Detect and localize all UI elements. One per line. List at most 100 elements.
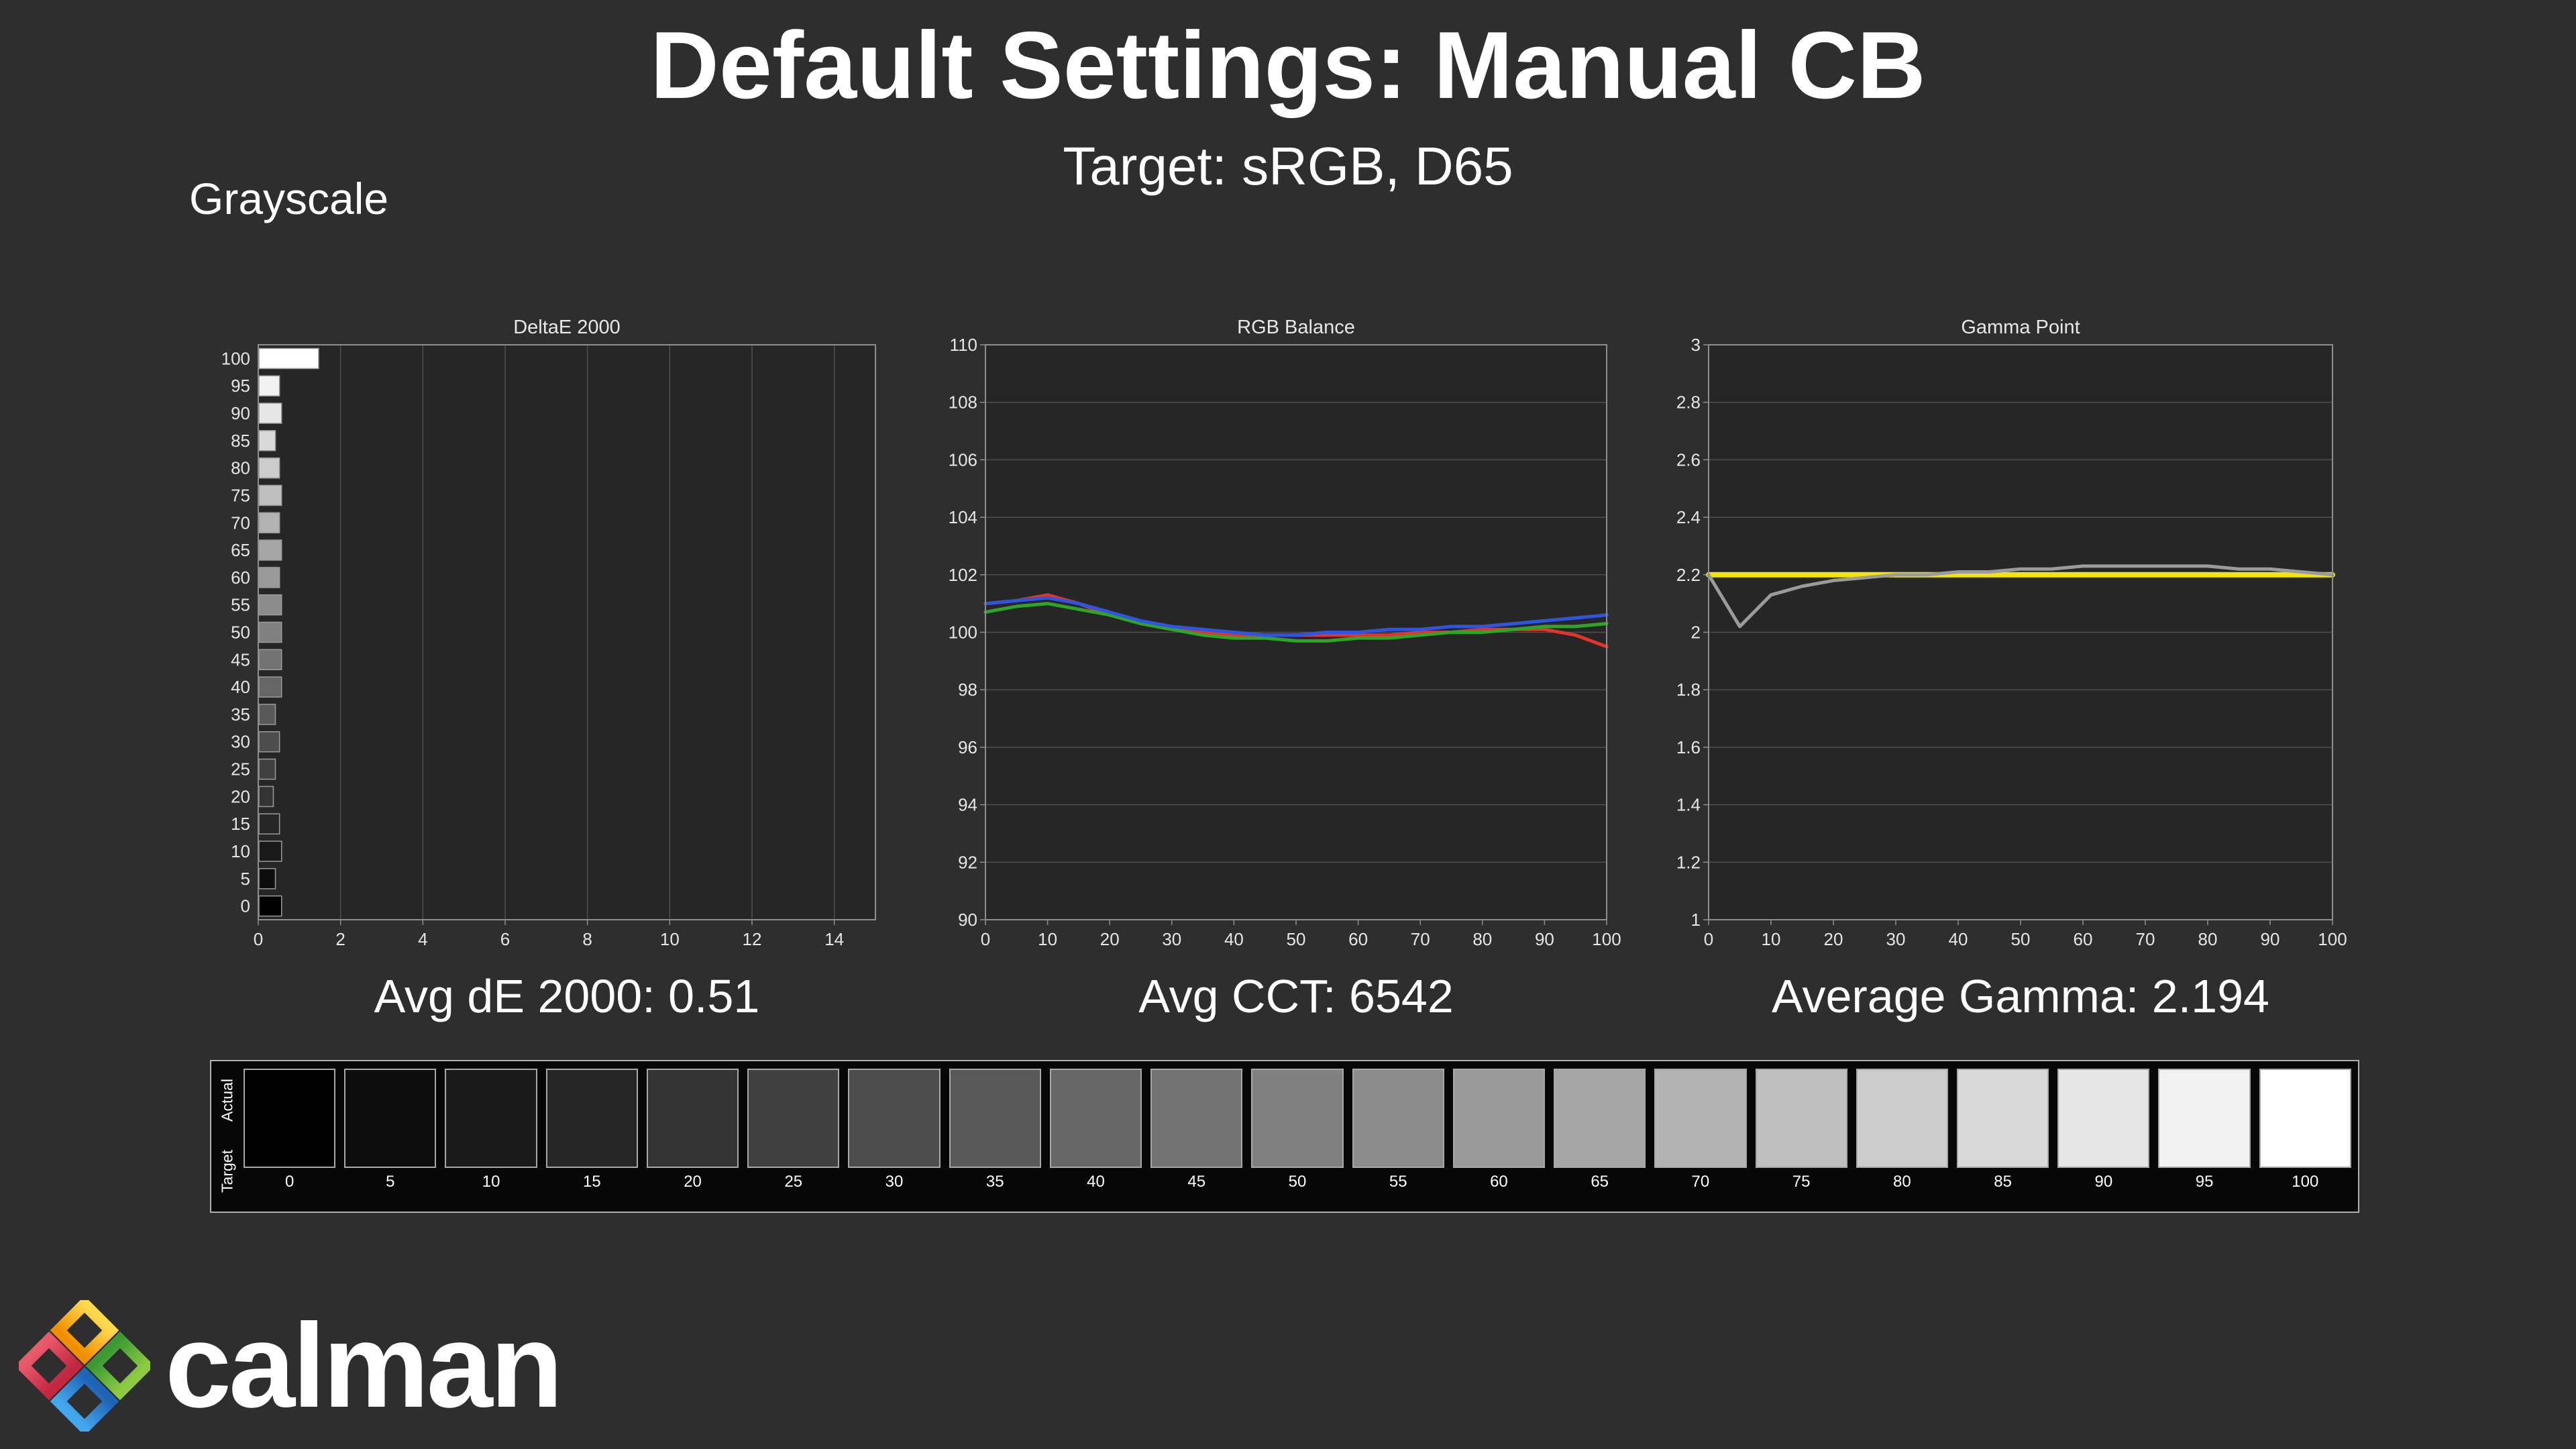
calman-logo: calman [19, 1299, 563, 1432]
svg-text:4: 4 [418, 929, 427, 949]
section-label: Grayscale [189, 174, 389, 223]
gray-patch [2259, 1069, 2351, 1168]
gray-patch [1150, 1069, 1243, 1168]
svg-text:1.8: 1.8 [1676, 680, 1701, 700]
gray-patch-level-label: 40 [1087, 1173, 1105, 1191]
logo-diamond-bottom [50, 1366, 119, 1432]
svg-text:0: 0 [241, 896, 250, 916]
svg-text:0: 0 [981, 929, 990, 949]
gray-patch-level-label: 55 [1389, 1173, 1407, 1191]
svg-text:30: 30 [1162, 929, 1181, 949]
svg-text:100: 100 [2318, 929, 2347, 949]
svg-text:70: 70 [2136, 929, 2155, 949]
svg-text:110: 110 [950, 335, 977, 355]
gray-patch-level-label: 30 [885, 1173, 904, 1191]
svg-text:14: 14 [824, 929, 844, 949]
logo-diamond-right [85, 1331, 150, 1401]
ramp-row-label-target: Target [218, 1150, 236, 1193]
svg-text:50: 50 [2011, 929, 2031, 949]
gray-patch-cell: 15 [545, 1069, 638, 1212]
gray-patch [2158, 1069, 2251, 1168]
ramp-row-label-actual: Actual [218, 1079, 236, 1122]
svg-text:94: 94 [958, 795, 977, 815]
svg-text:100: 100 [1592, 929, 1621, 949]
calman-logo-text: calman [165, 1299, 563, 1432]
svg-text:100: 100 [221, 348, 250, 368]
svg-text:60: 60 [231, 568, 250, 588]
gray-patch-level-label: 95 [2195, 1173, 2214, 1191]
gray-patch-cell: 100 [2259, 1069, 2351, 1212]
svg-text:35: 35 [231, 704, 250, 724]
svg-text:10: 10 [231, 841, 250, 861]
svg-text:1: 1 [1691, 910, 1701, 930]
svg-text:90: 90 [2261, 929, 2280, 949]
svg-text:102: 102 [949, 565, 977, 585]
gray-patch-level-label: 100 [2292, 1173, 2319, 1191]
svg-text:20: 20 [1100, 929, 1120, 949]
gray-patch-cell: 55 [1352, 1069, 1444, 1212]
avg-gamma-stat: Average Gamma: 2.194 [1772, 970, 2269, 1022]
svg-text:2.8: 2.8 [1676, 392, 1701, 413]
svg-text:2.6: 2.6 [1676, 449, 1701, 470]
gray-patch-level-label: 80 [1893, 1173, 1911, 1191]
svg-text:60: 60 [2074, 929, 2093, 949]
gray-patch-level-label: 65 [1591, 1173, 1609, 1191]
svg-text:80: 80 [1472, 929, 1492, 949]
svg-text:108: 108 [949, 392, 977, 413]
gray-patch-cell: 70 [1654, 1069, 1747, 1212]
svg-text:10: 10 [1038, 929, 1057, 949]
svg-text:95: 95 [231, 376, 250, 396]
svg-text:10: 10 [1762, 929, 1781, 949]
gray-patch-cell: 60 [1452, 1069, 1546, 1212]
gray-patch [244, 1069, 336, 1168]
svg-text:50: 50 [231, 623, 250, 643]
svg-text:75: 75 [231, 485, 250, 505]
gray-patch [949, 1069, 1041, 1168]
gray-patch [2057, 1069, 2150, 1168]
svg-text:2: 2 [1691, 623, 1701, 643]
svg-text:20: 20 [1824, 929, 1843, 949]
svg-text:8: 8 [582, 929, 592, 949]
deltae-2000-chart: 0 2 4 6 8 10 12 1410095908580757065605550454035… [221, 344, 876, 949]
svg-text:3: 3 [1691, 335, 1701, 355]
svg-text:2: 2 [335, 929, 345, 949]
gray-patch-cell: 10 [445, 1069, 537, 1212]
svg-text:96: 96 [958, 737, 977, 757]
svg-text:90: 90 [958, 910, 977, 930]
avg-cct-stat: Avg CCT: 6542 [1138, 970, 1454, 1022]
svg-text:85: 85 [231, 431, 250, 451]
page-title: Default Settings: Manual CB [650, 12, 1926, 119]
svg-text:6: 6 [500, 929, 510, 949]
svg-text:40: 40 [231, 677, 250, 697]
svg-text:0: 0 [1704, 929, 1713, 949]
gray-patch-cell: 75 [1755, 1069, 1847, 1212]
gray-patch-cell: 95 [2158, 1069, 2251, 1212]
gray-patch-cell: 50 [1251, 1069, 1344, 1212]
gray-patch [1554, 1069, 1646, 1168]
chart-title-rgb-balance: RGB Balance [1237, 317, 1355, 338]
gray-patch-level-label: 5 [386, 1173, 395, 1191]
gray-patch-level-label: 75 [1792, 1173, 1811, 1191]
svg-text:80: 80 [231, 458, 250, 478]
gray-patch-level-label: 25 [784, 1173, 803, 1191]
svg-text:70: 70 [1411, 929, 1430, 949]
gray-patch-level-label: 45 [1187, 1173, 1206, 1191]
gray-patch [445, 1069, 537, 1168]
gray-patch-level-label: 85 [1994, 1173, 2012, 1191]
svg-text:80: 80 [2198, 929, 2218, 949]
svg-text:55: 55 [231, 595, 250, 615]
gray-patch-level-label: 35 [985, 1173, 1004, 1191]
svg-text:0: 0 [254, 929, 263, 949]
gray-patch-level-label: 10 [482, 1173, 500, 1191]
gray-patch [1654, 1069, 1747, 1168]
svg-text:15: 15 [231, 814, 250, 834]
gray-patch-cell: 90 [2057, 1069, 2150, 1212]
gray-patch-cell: 45 [1150, 1069, 1243, 1212]
svg-text:50: 50 [1287, 929, 1306, 949]
gray-patch-cell: 65 [1554, 1069, 1646, 1212]
grayscale-ramp: Actual Target 0 5 10 15 20 25 30 35 40 45 50 55 60 65… [210, 1060, 2359, 1213]
chart-title-gamma-point: Gamma Point [1961, 317, 2080, 338]
avg-de-stat: Avg dE 2000: 0.51 [374, 970, 760, 1022]
svg-text:70: 70 [231, 513, 250, 533]
svg-text:30: 30 [231, 732, 250, 752]
